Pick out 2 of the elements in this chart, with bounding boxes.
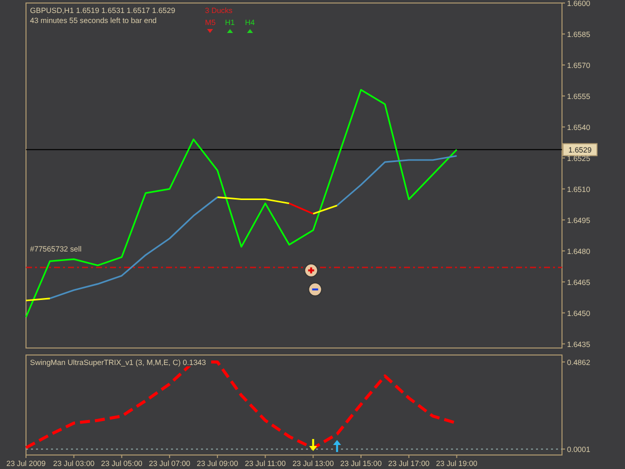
line-series [336,155,458,206]
line-series [25,88,458,318]
